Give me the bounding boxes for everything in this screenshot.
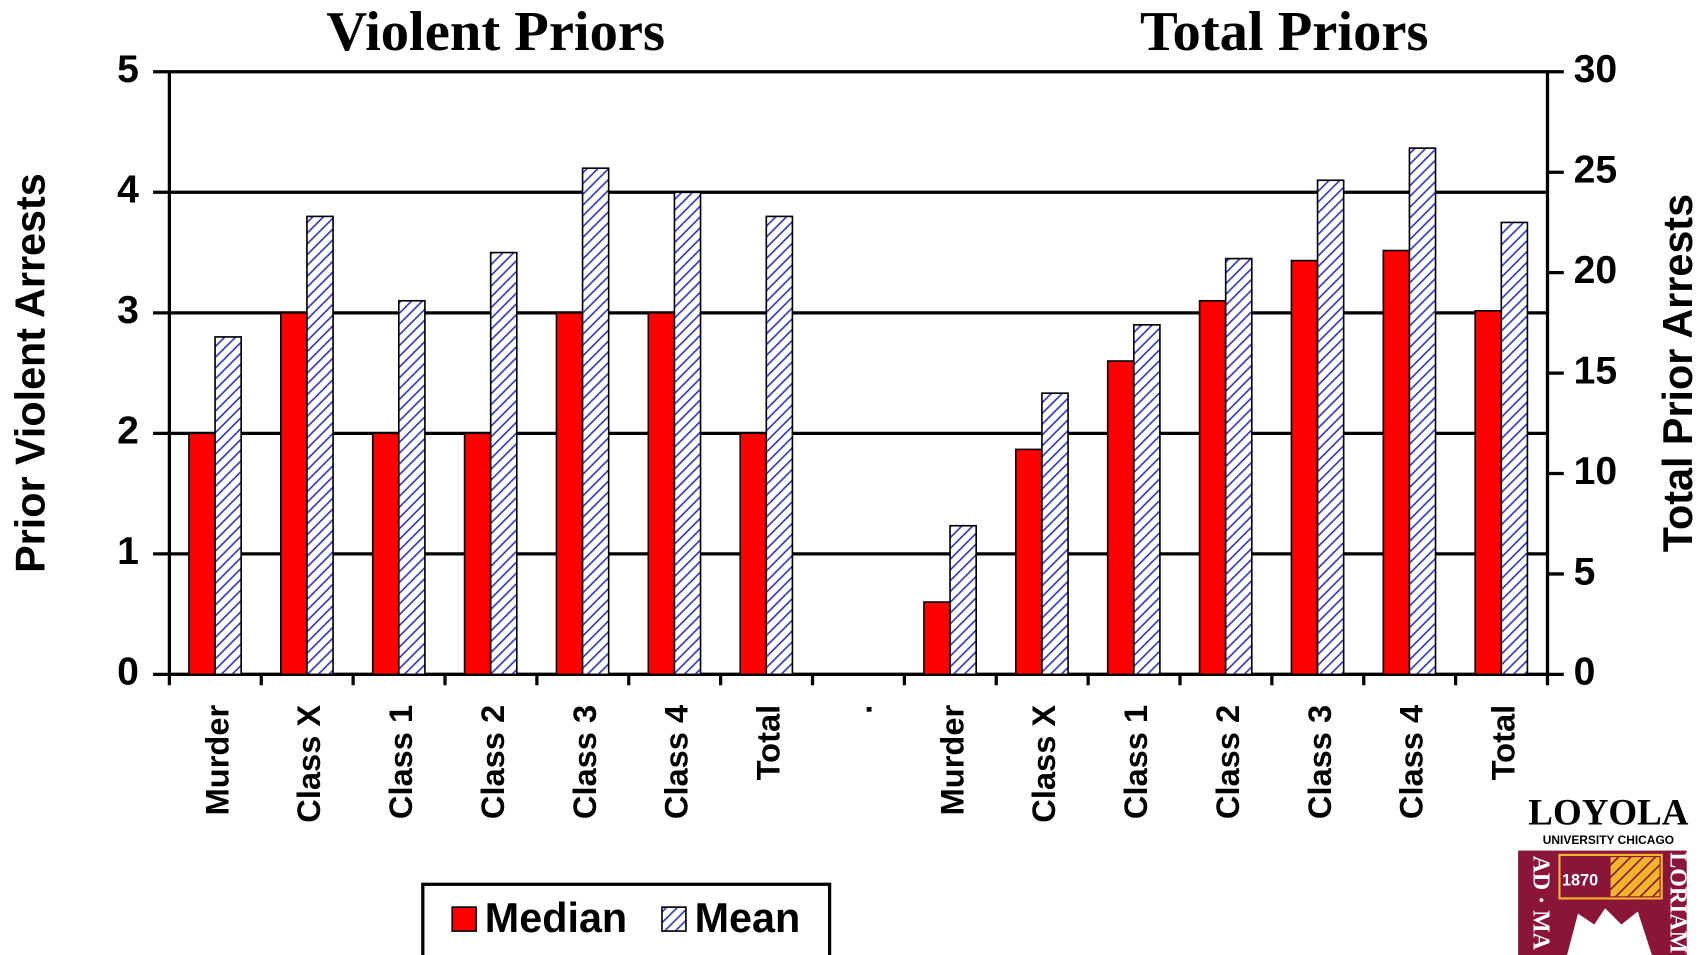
legend-swatch [451,906,477,932]
bar [280,312,308,676]
bar [463,432,492,676]
x-tick-label: Class 1 [382,705,419,819]
y2-tick-label: 20 [1574,249,1618,292]
bar [397,299,426,676]
logo-year: 1870 [1562,871,1598,889]
x-tick-label: Class 3 [566,705,603,819]
logo-emblem [1567,908,1652,955]
x-tick-label: Class 3 [1301,705,1338,819]
bar [1041,392,1069,676]
bar [1106,360,1135,676]
chart-title: Total Priors [1140,1,1428,63]
bar [1015,448,1043,676]
y2-tick-label: 15 [1574,349,1618,392]
x-tick-label: Murder [198,705,235,816]
y-tick-label: 0 [117,651,139,694]
legend-swatch [661,906,687,932]
logo: LOYOLA UNIVERSITY CHICAGO 1870 AD · MA L… [1518,791,1690,955]
x-tick-label: Murder [933,705,970,816]
bar [1290,259,1319,676]
x-tick-label: Class X [290,705,327,823]
logo-motto: LORIAM [1664,852,1690,953]
bar [1408,147,1437,676]
legend-label: Median [485,895,627,941]
x-tick-label: Class 4 [658,705,695,819]
legend-label: Mean [695,895,801,941]
y2-tick-label: 10 [1574,450,1618,493]
bar [555,312,584,676]
bar [581,167,610,676]
bar [188,432,216,676]
bar [673,191,702,676]
legend-box [421,882,832,955]
y-tick-label: 3 [117,289,139,332]
bar [949,524,977,676]
bar [1382,249,1411,676]
x-tick-label: Class 4 [1393,705,1430,819]
bar [647,312,676,676]
logo-subtitle: UNIVERSITY CHICAGO [1543,833,1674,847]
y-tick-label: 1 [117,530,139,573]
bar [214,336,242,676]
plot: 0 1 2 3 4 5 0 5 10 15 20 25 30 Murder Class X Class 1 Cl… [117,48,1617,823]
y-tick-label: 4 [117,169,139,212]
y2-tick-label: 25 [1574,149,1618,192]
bar [1316,179,1345,676]
bar [489,251,518,676]
chart-title: Violent Priors [326,1,665,63]
bar [1500,221,1529,676]
bar [1224,257,1253,676]
bar [739,432,768,676]
bar [1198,299,1227,676]
logo-stripes [1610,857,1660,897]
y2-tick-label: 0 [1574,651,1596,694]
y-tick-label: 2 [117,410,139,453]
bar [1132,324,1161,676]
bar [765,215,794,676]
logo-motto: AD · MA [1527,856,1553,951]
bar [371,432,400,676]
bar [306,215,334,676]
x-tick-label: Class X [1025,705,1062,823]
x-tick-label: Total [1485,705,1522,781]
x-tick-label: Class 2 [474,705,511,819]
bar [923,601,951,676]
y-axis-title: Prior Violent Arrests [7,173,53,573]
y2-axis-title: Total Prior Arrests [1655,194,1701,552]
x-tick-label: . [841,705,878,714]
legend: Median Mean [421,882,832,955]
logo-name: LOYOLA [1528,791,1689,832]
x-tick-label: Total [750,705,787,781]
bar [1474,309,1503,676]
y2-tick-label: 30 [1574,48,1618,91]
x-tick-label: Class 2 [1209,705,1246,819]
x-tick-label: Class 1 [1117,705,1154,819]
y2-tick-label: 5 [1574,550,1596,593]
y-tick-label: 5 [117,48,139,91]
